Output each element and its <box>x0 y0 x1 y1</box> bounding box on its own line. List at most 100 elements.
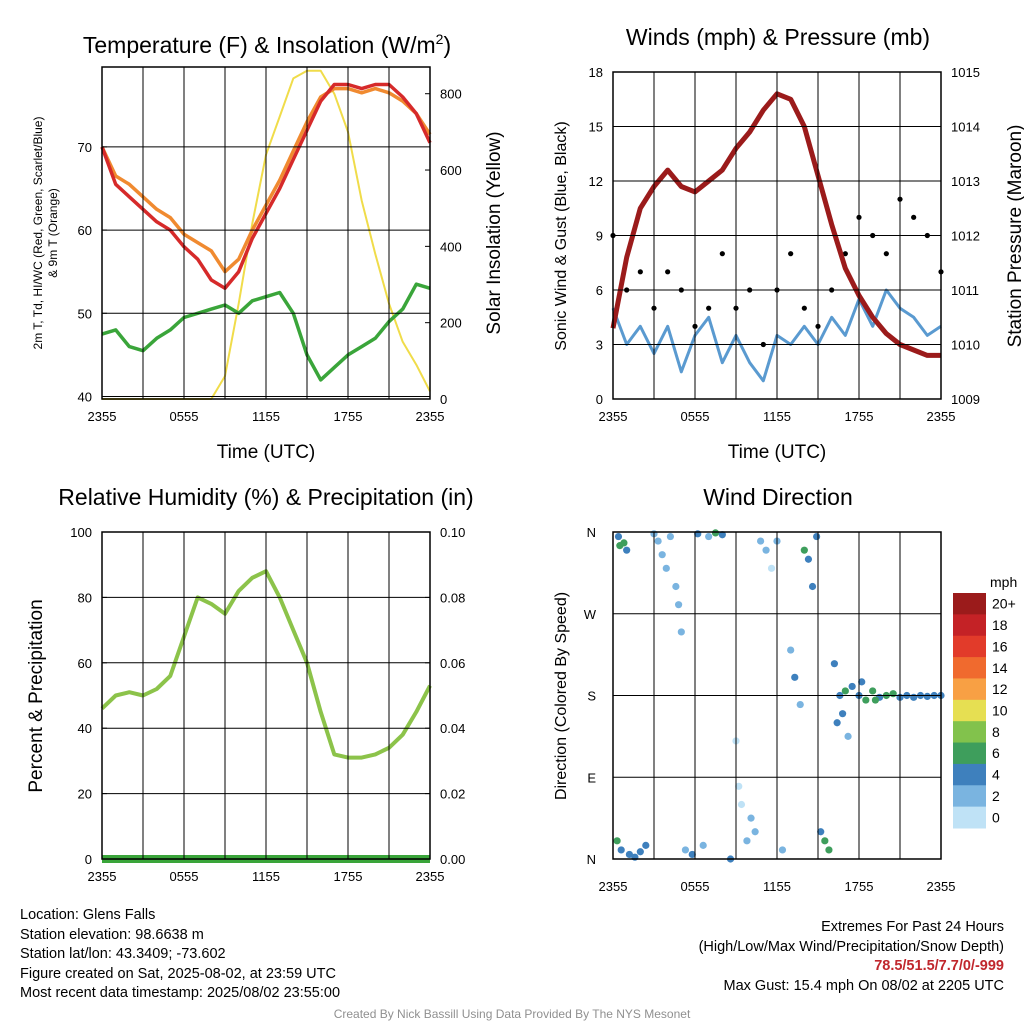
max-gust: Max Gust: 15.4 mph On 08/02 at 2205 UTC <box>723 977 1004 994</box>
figure-created: Figure created on Sat, 2025-08-02, at 23… <box>20 965 336 982</box>
direction-point <box>791 673 799 681</box>
legend-swatch <box>953 785 986 808</box>
y-tick-label-right: 0.00 <box>440 852 465 867</box>
extremes-title: Extremes For Past 24 Hours <box>821 919 1004 935</box>
y-tick-label-left: 6 <box>596 283 603 298</box>
temperature-chart-title: Temperature (F) & Insolation (W/m2) <box>83 31 451 58</box>
wind-direction-chart-title: Wind Direction <box>703 484 853 510</box>
y-tick-label-right: 0.02 <box>440 787 465 802</box>
gust-point <box>665 269 671 275</box>
y-tick-label-left: 40 <box>78 721 92 736</box>
legend-swatch <box>953 699 986 722</box>
direction-point <box>636 848 644 856</box>
gust-point <box>706 305 712 311</box>
x-tick-label: 2355 <box>88 409 117 424</box>
x-tick-label: 1155 <box>763 879 791 894</box>
legend-swatch <box>953 657 986 679</box>
direction-point <box>778 846 787 854</box>
direction-point <box>889 690 897 698</box>
x-tick-label: 2355 <box>416 869 445 884</box>
direction-point <box>821 837 829 845</box>
y-tick-label-right: 800 <box>440 87 462 102</box>
station-elevation: Station elevation: 98.6638 m <box>20 926 204 943</box>
legend-label: 12 <box>992 681 1008 697</box>
direction-point <box>614 532 623 541</box>
y-tick-label-right: 0.10 <box>440 525 465 540</box>
wind-direction-y-label: Direction (Colored By Speed) <box>553 592 570 800</box>
direction-point <box>858 678 866 686</box>
y-tick-label-left: 9 <box>596 229 603 244</box>
direction-point <box>839 710 847 718</box>
x-tick-label: 2355 <box>88 869 117 884</box>
pressure-y-label: Station Pressure (Maroon) <box>1005 125 1024 348</box>
x-tick-label: 0555 <box>170 869 199 884</box>
y-tick-label-left: 12 <box>589 174 603 189</box>
y-tick-label-right: 0.08 <box>440 590 465 605</box>
y-tick-label-left: 3 <box>596 338 603 353</box>
x-tick-label: 0555 <box>170 409 199 424</box>
direction-point <box>833 719 841 727</box>
y-tick-label-right: 1013 <box>951 174 980 189</box>
direction-point <box>910 693 918 701</box>
y-tick-label-left: 0 <box>596 392 603 407</box>
direction-point <box>825 846 833 854</box>
y-tick-label-right: 0.06 <box>440 656 465 671</box>
y-tick-label-right: 1010 <box>951 338 980 353</box>
y-tick-label-left: 15 <box>589 120 603 135</box>
extremes-info: Extremes For Past 24 Hours (High/Low/Max… <box>699 918 1004 996</box>
direction-point <box>688 850 696 859</box>
x-tick-label: 2355 <box>927 879 956 894</box>
extremes-values: 78.5/51.5/7.7/0/-999 <box>874 958 1004 974</box>
x-tick-label: 1155 <box>763 409 791 424</box>
y-tick-label-left: 70 <box>78 140 92 155</box>
direction-point <box>762 546 770 554</box>
direction-point <box>620 539 628 547</box>
direction-point <box>796 700 804 709</box>
insolation-y-label: Solar Insolation (Yellow) <box>484 131 505 334</box>
x-tick-label: 2355 <box>927 409 956 424</box>
station-info: Location: Glens Falls Station elevation:… <box>20 906 340 1004</box>
direction-point <box>800 546 808 554</box>
direction-point <box>681 846 690 854</box>
temperature-axes: 2355 0555 1155 1755 2355 40 50 60 70 0 200 400 600 80… <box>78 67 462 424</box>
y-tick-label-right: 0 <box>440 392 447 407</box>
legend-swatch <box>953 593 986 615</box>
direction-point <box>718 531 726 539</box>
temperature-y-label-line1: 2m T, Td, HI/WC (Red, Green, Scarlet/Blu… <box>31 117 45 350</box>
direction-point <box>808 582 817 591</box>
legend-label: 14 <box>992 660 1008 676</box>
direction-point <box>677 628 685 636</box>
humidity-y-label: Percent & Precipitation <box>26 599 47 792</box>
x-tick-label: 1755 <box>845 879 874 894</box>
winds-y-label: Sonic Wind & Gust (Blue, Black) <box>553 121 570 350</box>
legend-label: 4 <box>992 767 1000 783</box>
gust-point <box>842 251 848 257</box>
direction-point <box>830 660 839 668</box>
y-tick-label-left: W <box>584 607 597 622</box>
x-tick-label: 0555 <box>681 879 710 894</box>
direction-point <box>654 537 662 545</box>
direction-point <box>699 841 707 849</box>
y-tick-label-left: 60 <box>78 656 92 671</box>
y-tick-label-right: 0.04 <box>440 721 465 736</box>
legend-label: 6 <box>992 745 1000 761</box>
direction-point <box>662 564 670 572</box>
direction-point <box>869 687 877 695</box>
direction-point <box>672 582 680 591</box>
direction-point <box>848 682 856 691</box>
direction-point <box>757 537 765 545</box>
gust-point <box>911 214 917 220</box>
x-tick-label: 2355 <box>599 409 628 424</box>
y-tick-label-left: 60 <box>78 223 92 238</box>
speed-legend-title: mph <box>990 574 1017 590</box>
direction-point <box>923 692 931 701</box>
y-tick-label-left: 50 <box>78 306 92 321</box>
y-tick-label-left: N <box>587 852 596 867</box>
direction-point <box>751 828 759 836</box>
recent-data-timestamp: Most recent data timestamp: 2025/08/02 2… <box>20 985 341 1001</box>
gust-point <box>637 269 643 275</box>
legend-label: 18 <box>992 617 1008 633</box>
direction-point <box>711 529 720 537</box>
direction-point <box>675 601 683 609</box>
